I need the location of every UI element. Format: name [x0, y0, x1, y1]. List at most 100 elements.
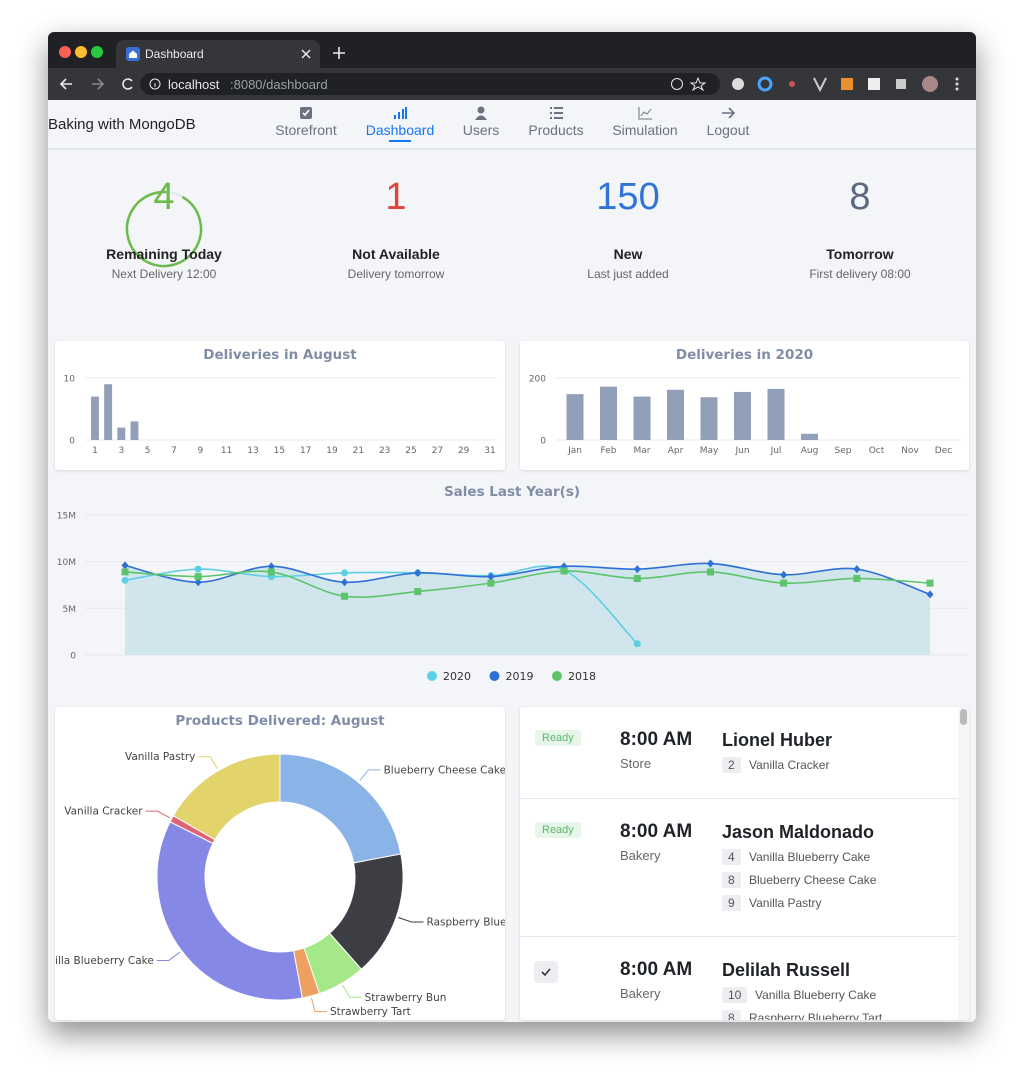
- x-tick-label: 25: [405, 446, 416, 456]
- leader-line: [310, 997, 327, 1013]
- customer-name: Delilah Russell: [722, 960, 851, 980]
- legend-swatch: [552, 671, 562, 681]
- chart: Deliveries in 2020 0 200 Jan Feb Mar Apr May Jun…: [529, 347, 961, 456]
- x-tick-label: Apr: [668, 446, 684, 456]
- leader-line: [156, 951, 181, 961]
- url-field[interactable]: localhost:8080/dashboard: [140, 73, 720, 95]
- nav-buttons[interactable]: [58, 76, 138, 92]
- marker: [706, 568, 714, 576]
- chart-card: Deliveries in August 0 10 1 3 5 7 9 11 13 15 17 19 21…: [55, 341, 505, 470]
- marker: [194, 578, 202, 587]
- nav-label: Dashboard: [365, 122, 435, 138]
- slice-label: Vanilla Pastry: [125, 751, 195, 763]
- item-name: Raspberry Blueberry Tart: [749, 1011, 883, 1020]
- stat-sub: Last just added: [587, 267, 669, 281]
- area: [125, 563, 930, 655]
- x-tick-label: 9: [197, 446, 203, 456]
- stat-value: 150: [596, 176, 660, 218]
- item-name: Vanilla Blueberry Cake: [749, 850, 871, 864]
- bar: [130, 421, 139, 440]
- nav-item[interactable]: Logout: [678, 100, 778, 138]
- brand: Baking with MongoDB: [48, 116, 196, 133]
- scrollbar[interactable]: [958, 707, 969, 1020]
- nav-item[interactable]: Storefront: [256, 100, 356, 138]
- item-qty: 8: [722, 872, 741, 888]
- slice-label: Raspberry Blueberry Tart: [427, 917, 505, 929]
- leader-line: [359, 769, 381, 782]
- customer-name: Lionel Huber: [722, 730, 833, 750]
- x-tick-label: 5: [145, 446, 151, 456]
- stat-sub: First delivery 08:00: [809, 267, 911, 281]
- chart: Sales Last Year(s) 0 5M 10M 15M 2020 2019 2018: [57, 484, 968, 683]
- order-time: 8:00 AM: [620, 959, 693, 980]
- marker: [926, 590, 934, 599]
- legend-label: 2019: [506, 670, 534, 683]
- marker: [341, 578, 349, 587]
- header: Baking with MongoDB Storefront Dashboard…: [48, 100, 976, 149]
- nav-item[interactable]: Products: [506, 100, 606, 138]
- slice-label: Strawberry Bun: [365, 992, 447, 1004]
- slice-label: Strawberry Tart: [330, 1006, 411, 1018]
- x-tick-label: Jan: [567, 446, 582, 456]
- nav-label: Simulation: [612, 122, 678, 138]
- marker: [633, 565, 641, 574]
- legend-swatch: [489, 671, 500, 681]
- chart-title: Products Delivered: August: [175, 713, 385, 729]
- item-qty: 4: [722, 849, 741, 865]
- marker: [414, 588, 422, 596]
- stat-label: New: [613, 246, 643, 262]
- order-row: Ready 8:00 AM Store Lionel Huber 2 Vanilla Cr…: [520, 707, 957, 799]
- window-controls[interactable]: [58, 46, 108, 58]
- marker: [341, 592, 349, 600]
- order-row: Ready 8:00 AM Bakery Jason Maldonado 4 Vanill…: [520, 799, 957, 937]
- marker: [487, 572, 495, 581]
- marker: [341, 569, 349, 577]
- chart-area: Sales Last Year(s) 0 5M 10M 15M 2020 2019 2018: [55, 482, 969, 687]
- bar: [667, 389, 684, 440]
- url-path: :8080/dashboard: [230, 77, 328, 92]
- x-tick-label: 21: [353, 446, 364, 456]
- x-tick-label: 19: [326, 446, 338, 456]
- marker: [780, 570, 788, 579]
- order-place: Bakery: [620, 848, 661, 863]
- marker: [267, 562, 275, 571]
- marker: [706, 559, 714, 568]
- marker: [414, 568, 422, 577]
- legend-label: 2020: [443, 670, 471, 683]
- nav-label: Users: [462, 122, 500, 138]
- slice: [172, 753, 281, 841]
- y-tick-label: 15M: [57, 512, 76, 522]
- bar: [801, 433, 818, 440]
- info-icon: [149, 78, 161, 90]
- progress-ring: [125, 190, 203, 268]
- new-tab[interactable]: [333, 47, 345, 59]
- slice-label: Vanilla Blueberry Cake: [55, 955, 154, 967]
- x-tick-label: 15: [274, 446, 285, 456]
- slice: [156, 821, 303, 1001]
- tab[interactable]: Dashboard: [116, 40, 320, 68]
- x-tick-label: 11: [221, 446, 232, 456]
- marker: [853, 565, 861, 574]
- line: [124, 570, 931, 598]
- y-tick-label: 0: [70, 652, 76, 662]
- y-tick-label: 10: [64, 375, 76, 385]
- stat-label: Not Available: [352, 246, 440, 262]
- complete-button[interactable]: [534, 961, 558, 983]
- extensions[interactable]: [728, 76, 968, 92]
- item-name: Blueberry Cheese Cake: [749, 873, 877, 887]
- nav-item[interactable]: Dashboard: [350, 100, 450, 142]
- x-tick-label: 31: [484, 446, 495, 456]
- nav-item[interactable]: Users: [431, 100, 531, 138]
- stat-value: 8: [849, 176, 871, 218]
- nav-item[interactable]: Simulation: [595, 100, 695, 138]
- marker: [926, 579, 934, 587]
- marker: [194, 565, 202, 573]
- tab-close[interactable]: [301, 49, 311, 59]
- url-actions[interactable]: [670, 77, 712, 91]
- slice-label: Vanilla Cracker: [64, 806, 143, 818]
- x-tick-label: Nov: [901, 446, 919, 456]
- marker: [121, 576, 129, 584]
- chart-card: Deliveries in 2020 0 200 Jan Feb Mar Apr May Jun…: [520, 341, 969, 470]
